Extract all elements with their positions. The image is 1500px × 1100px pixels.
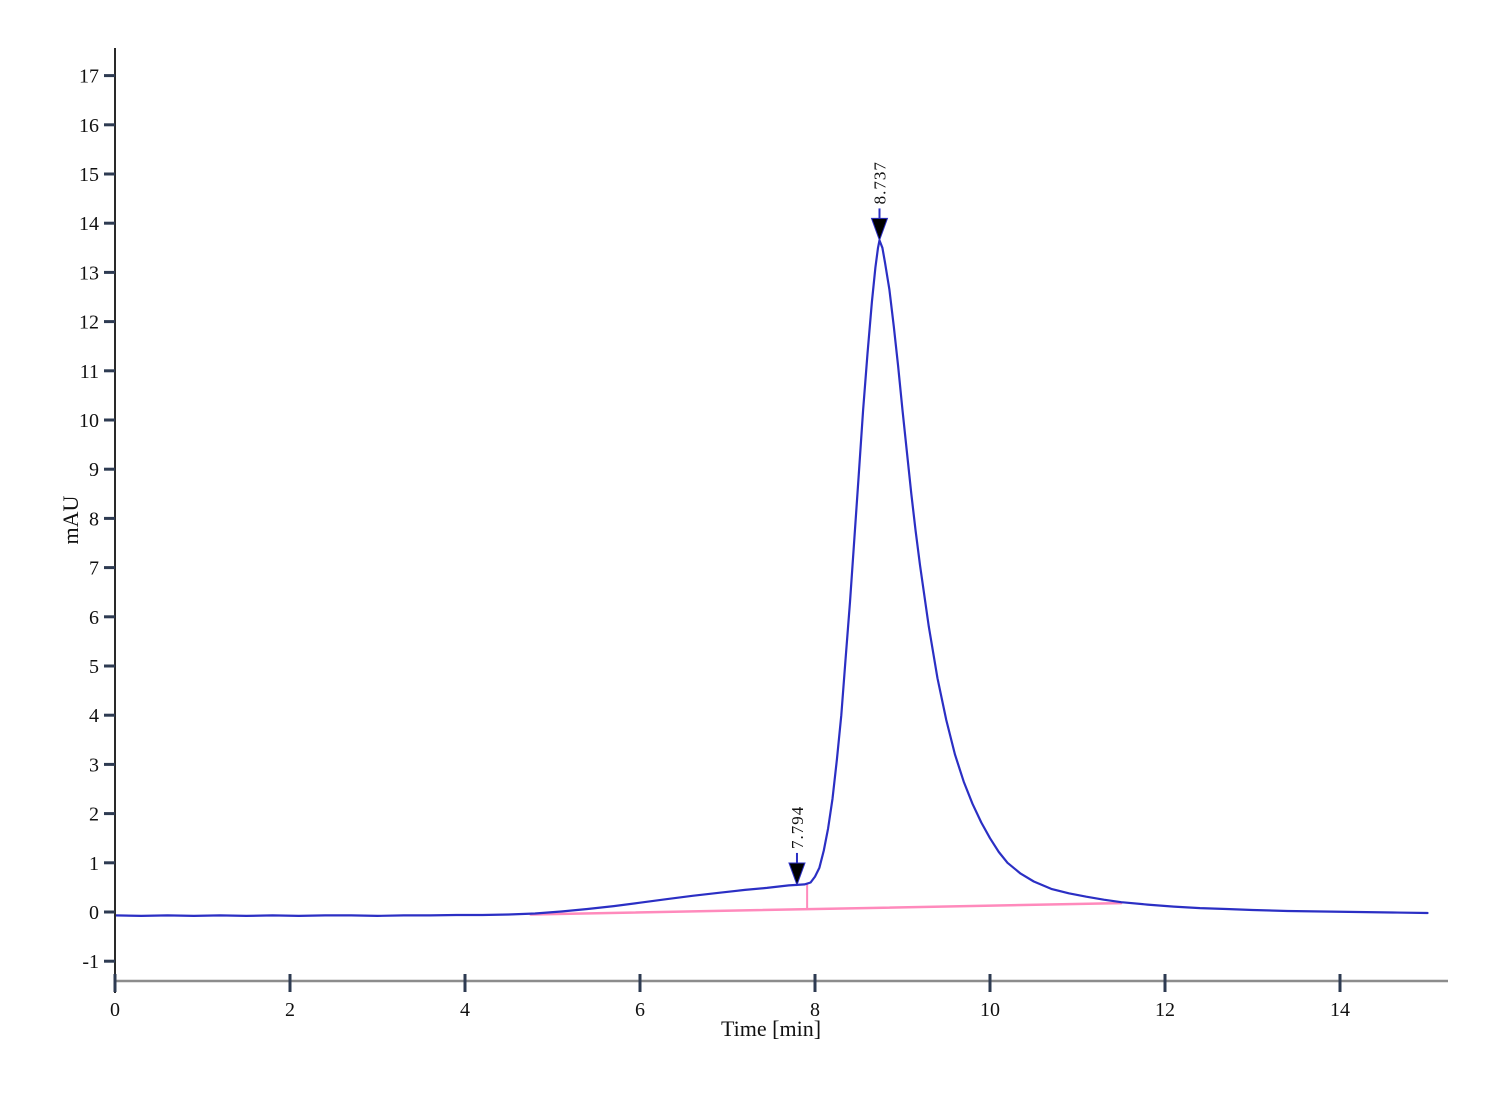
y-tick-label: 17 xyxy=(79,66,99,88)
y-tick-label: 8 xyxy=(89,508,99,530)
x-tick-label: 8 xyxy=(810,999,820,1021)
y-tick-label: 1 xyxy=(89,853,99,875)
peak-marker-icon xyxy=(870,217,889,242)
y-tick-label: 12 xyxy=(79,312,99,334)
y-tick-label: 0 xyxy=(89,902,99,924)
y-tick-label: -1 xyxy=(82,951,99,973)
y-tick-label: 6 xyxy=(89,607,99,629)
x-tick-label: 2 xyxy=(285,999,295,1021)
y-axis-title: mAU xyxy=(58,495,83,544)
x-tick-label: 6 xyxy=(635,999,645,1021)
integration-baseline-layer xyxy=(529,883,1123,916)
x-tick-label: 10 xyxy=(980,999,1000,1021)
integration-baseline xyxy=(529,901,1123,916)
x-tick-label: 0 xyxy=(110,999,120,1021)
y-tick-label: 3 xyxy=(89,754,99,776)
y-tick-label: 7 xyxy=(89,558,99,580)
signal-trace-layer xyxy=(113,239,1429,917)
y-tick-label: 11 xyxy=(80,361,99,383)
peak-retention-label: 7.794 xyxy=(788,806,807,849)
y-tick-label: 10 xyxy=(79,410,99,432)
peak-retention-label: 8.737 xyxy=(870,161,889,204)
x-tick-label: 14 xyxy=(1330,999,1350,1021)
y-tick-label: 13 xyxy=(79,262,99,284)
y-tick-label: 4 xyxy=(89,705,99,727)
x-tick-label: 4 xyxy=(460,999,470,1021)
axes-layer xyxy=(114,48,1448,993)
y-tick-label: 9 xyxy=(89,459,99,481)
y-tick-label: 15 xyxy=(79,164,99,186)
peak-markers-layer: 7.794 8.737 xyxy=(788,161,889,887)
x-tick-label: 12 xyxy=(1155,999,1175,1021)
y-tick-label: 14 xyxy=(79,213,99,235)
y-tick-label: 5 xyxy=(89,656,99,678)
y-tick-label: 2 xyxy=(89,804,99,826)
x-axis-title: Time [min] xyxy=(721,1016,821,1041)
peak-marker-icon xyxy=(788,862,806,887)
y-tick-label: 16 xyxy=(79,115,99,137)
signal-trace xyxy=(113,239,1429,917)
